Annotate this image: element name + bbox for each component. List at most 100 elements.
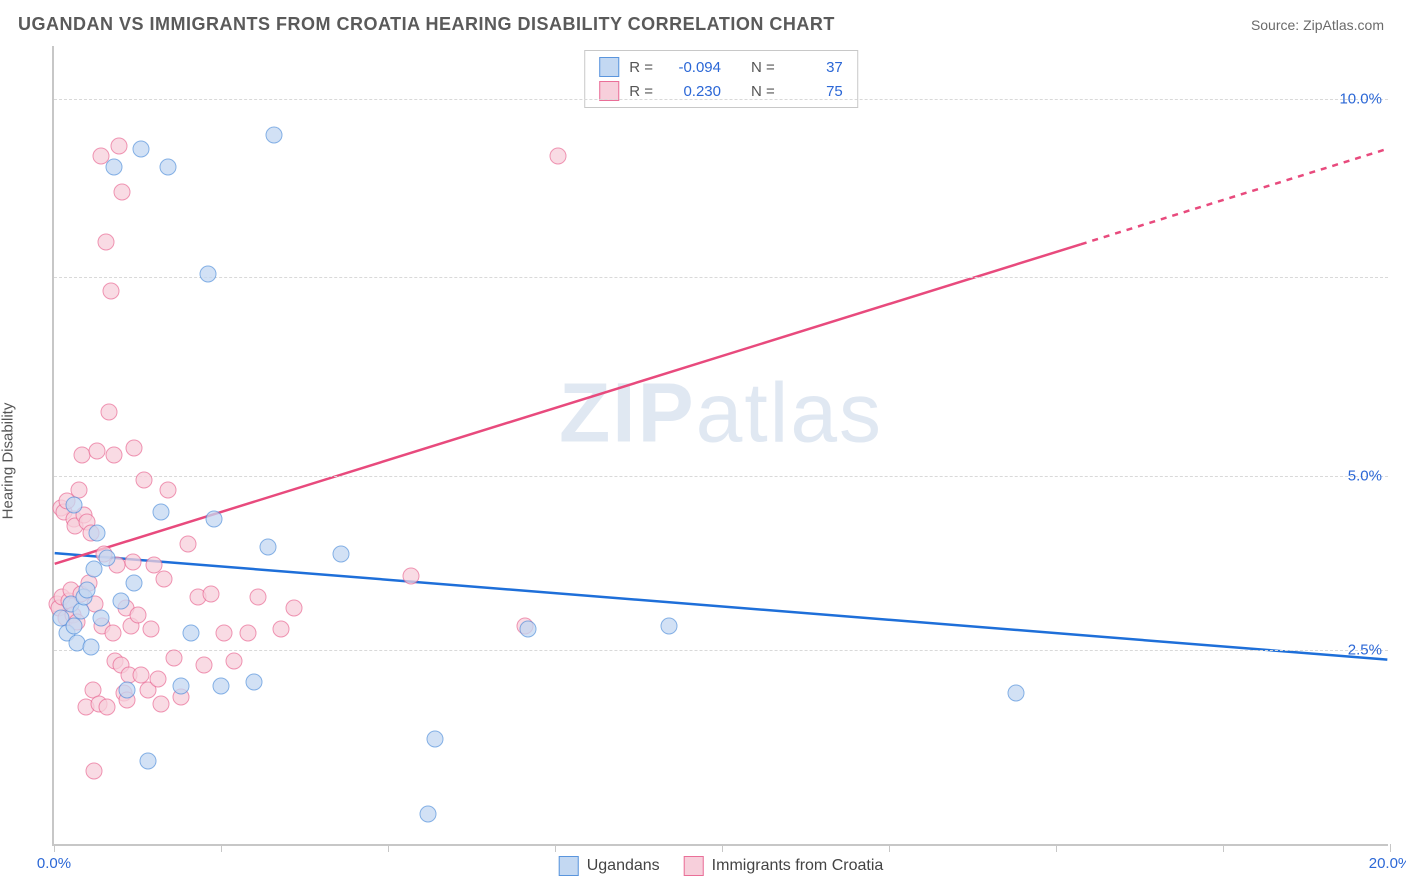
- x-tick: [54, 844, 55, 852]
- chart-title: UGANDAN VS IMMIGRANTS FROM CROATIA HEARI…: [18, 14, 835, 35]
- x-tick: [1223, 844, 1224, 852]
- data-point: [660, 617, 677, 634]
- data-point: [74, 446, 91, 463]
- x-tick: [388, 844, 389, 852]
- data-point: [100, 404, 117, 421]
- data-point: [152, 503, 169, 520]
- data-point: [149, 670, 166, 687]
- y-axis-label: Hearing Disability: [0, 403, 17, 520]
- x-tick: [722, 844, 723, 852]
- data-point: [520, 621, 537, 638]
- legend-r-label: R =: [629, 59, 653, 76]
- data-point: [124, 553, 141, 570]
- data-point: [179, 535, 196, 552]
- data-point: [156, 571, 173, 588]
- data-point: [550, 148, 567, 165]
- y-tick-label: 2.5%: [1348, 642, 1382, 659]
- legend-n-value-b: 75: [785, 83, 843, 100]
- x-tick: [889, 844, 890, 852]
- data-point: [239, 624, 256, 641]
- data-point: [86, 763, 103, 780]
- data-point: [216, 624, 233, 641]
- x-tick: [221, 844, 222, 852]
- data-point: [99, 550, 116, 567]
- data-point: [1007, 685, 1024, 702]
- data-point: [196, 656, 213, 673]
- y-tick-label: 5.0%: [1348, 468, 1382, 485]
- data-point: [106, 446, 123, 463]
- x-tick: [1056, 844, 1057, 852]
- data-point: [202, 585, 219, 602]
- data-point: [246, 674, 263, 691]
- x-tick-label: 20.0%: [1369, 855, 1406, 872]
- gridline: [54, 650, 1388, 651]
- data-point: [420, 806, 437, 823]
- data-point: [249, 589, 266, 606]
- data-point: [66, 496, 83, 513]
- data-point: [89, 525, 106, 542]
- data-point: [126, 574, 143, 591]
- data-point: [226, 653, 243, 670]
- source-attribution: Source: ZipAtlas.com: [1251, 17, 1384, 33]
- series-legend: Ugandans Immigrants from Croatia: [559, 856, 884, 876]
- data-point: [114, 183, 131, 200]
- data-point: [166, 649, 183, 666]
- swatch-series-a: [599, 57, 619, 77]
- data-point: [213, 678, 230, 695]
- trend-lines: [54, 46, 1388, 844]
- data-point: [129, 606, 146, 623]
- legend-r-label: R =: [629, 83, 653, 100]
- x-tick-label: 0.0%: [37, 855, 71, 872]
- data-point: [333, 546, 350, 563]
- data-point: [99, 699, 116, 716]
- gridline: [54, 277, 1388, 278]
- data-point: [104, 624, 121, 641]
- legend-n-label: N =: [751, 59, 775, 76]
- data-point: [266, 126, 283, 143]
- data-point: [159, 158, 176, 175]
- data-point: [79, 582, 96, 599]
- data-point: [142, 621, 159, 638]
- legend-n-value-a: 37: [785, 59, 843, 76]
- swatch-series-a: [559, 856, 579, 876]
- data-point: [106, 158, 123, 175]
- legend-label-a: Ugandans: [587, 857, 660, 875]
- data-point: [136, 471, 153, 488]
- data-point: [72, 603, 89, 620]
- data-point: [152, 695, 169, 712]
- legend-n-label: N =: [751, 83, 775, 100]
- data-point: [286, 599, 303, 616]
- data-point: [199, 265, 216, 282]
- data-point: [426, 731, 443, 748]
- data-point: [82, 638, 99, 655]
- gridline: [54, 99, 1388, 100]
- swatch-series-b: [684, 856, 704, 876]
- legend-r-value-b: 0.230: [663, 83, 721, 100]
- data-point: [172, 678, 189, 695]
- chart-container: Hearing Disability ZIPatlas R = -0.094 N…: [18, 46, 1388, 876]
- legend-row-series-a: R = -0.094 N = 37: [599, 55, 843, 79]
- data-point: [139, 752, 156, 769]
- data-point: [132, 141, 149, 158]
- y-tick-label: 10.0%: [1339, 91, 1382, 108]
- watermark: ZIPatlas: [559, 365, 883, 462]
- legend-label-b: Immigrants from Croatia: [712, 857, 884, 875]
- data-point: [403, 567, 420, 584]
- data-point: [159, 482, 176, 499]
- data-point: [273, 621, 290, 638]
- gridline: [54, 476, 1388, 477]
- data-point: [98, 233, 115, 250]
- data-point: [92, 610, 109, 627]
- data-point: [89, 443, 106, 460]
- data-point: [119, 681, 136, 698]
- data-point: [111, 137, 128, 154]
- x-tick: [1390, 844, 1391, 852]
- data-point: [112, 592, 129, 609]
- legend-r-value-a: -0.094: [663, 59, 721, 76]
- swatch-series-b: [599, 81, 619, 101]
- x-tick: [555, 844, 556, 852]
- data-point: [259, 539, 276, 556]
- legend-item-b: Immigrants from Croatia: [684, 856, 884, 876]
- plot-area: ZIPatlas R = -0.094 N = 37 R = 0.230 N =…: [52, 46, 1388, 846]
- data-point: [126, 439, 143, 456]
